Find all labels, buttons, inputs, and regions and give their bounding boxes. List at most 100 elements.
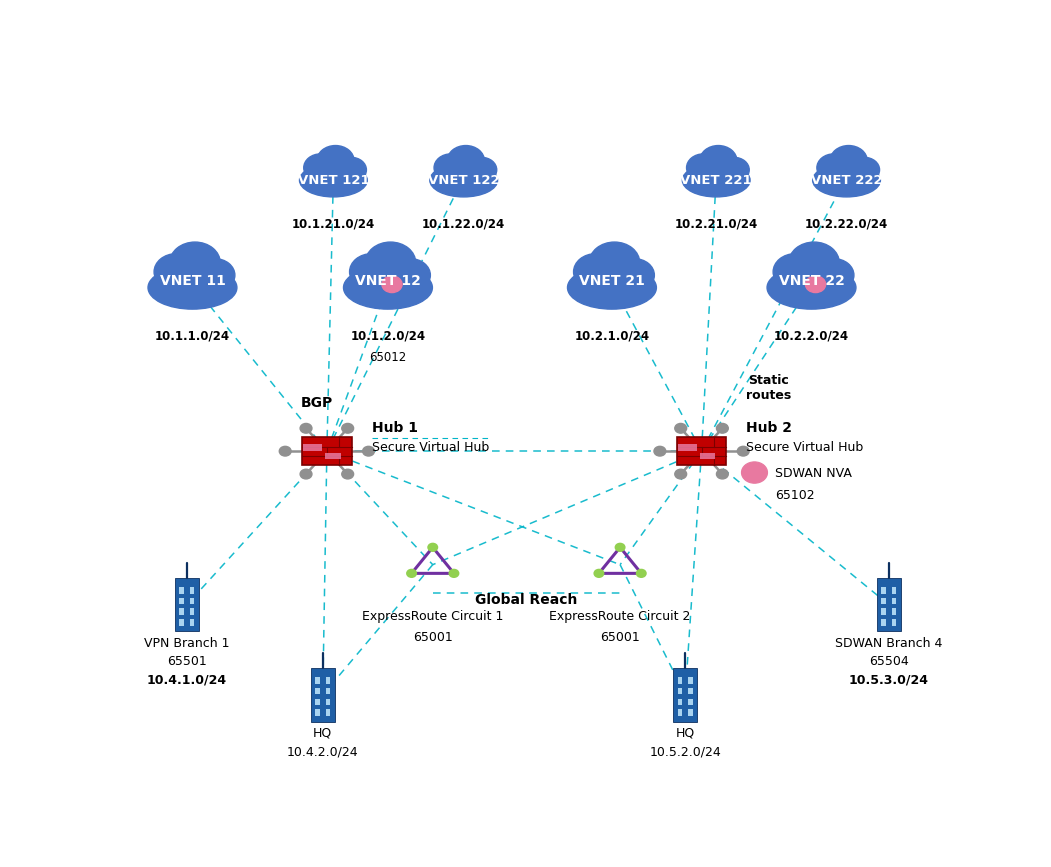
Text: 10.1.21.0/24: 10.1.21.0/24	[292, 218, 375, 231]
Text: 65102: 65102	[775, 489, 815, 502]
Bar	[315, 709, 320, 715]
Circle shape	[805, 276, 826, 292]
Bar	[688, 699, 693, 705]
Bar	[326, 688, 330, 694]
Circle shape	[280, 447, 291, 456]
Bar	[179, 587, 184, 594]
Circle shape	[686, 153, 720, 182]
Bar	[678, 688, 682, 694]
Text: HQ: HQ	[676, 727, 695, 740]
Circle shape	[717, 423, 728, 434]
Circle shape	[336, 157, 367, 182]
Text: 65001: 65001	[600, 631, 640, 644]
Text: 10.5.3.0/24: 10.5.3.0/24	[849, 674, 929, 687]
Circle shape	[590, 242, 640, 284]
Text: Secure Virtual Hub: Secure Virtual Hub	[372, 440, 489, 453]
Bar	[882, 619, 886, 626]
FancyBboxPatch shape	[677, 438, 726, 465]
Circle shape	[350, 254, 394, 290]
Text: Global Reach: Global Reach	[475, 593, 578, 607]
Bar	[326, 699, 330, 705]
Text: ExpressRoute Circuit 1: ExpressRoute Circuit 1	[362, 610, 503, 623]
Text: VNET 221: VNET 221	[680, 174, 753, 187]
Bar	[688, 688, 693, 694]
FancyBboxPatch shape	[325, 453, 341, 460]
Text: VNET 222: VNET 222	[810, 174, 883, 187]
Circle shape	[700, 146, 737, 176]
Bar	[892, 609, 897, 615]
Text: 10.1.1.0/24: 10.1.1.0/24	[154, 329, 230, 342]
Circle shape	[813, 258, 853, 291]
Bar	[892, 597, 897, 604]
Bar	[882, 609, 886, 615]
Circle shape	[467, 157, 497, 182]
Bar	[678, 709, 682, 715]
Text: 10.2.2.0/24: 10.2.2.0/24	[774, 329, 849, 342]
Circle shape	[774, 254, 818, 290]
Text: 10.2.21.0/24: 10.2.21.0/24	[675, 218, 758, 231]
Circle shape	[366, 242, 416, 284]
Bar	[190, 597, 194, 604]
FancyBboxPatch shape	[174, 578, 199, 631]
Bar	[688, 677, 693, 684]
Circle shape	[316, 146, 354, 176]
Ellipse shape	[148, 266, 236, 310]
Text: 65501: 65501	[167, 655, 207, 668]
Circle shape	[616, 544, 624, 551]
Circle shape	[154, 254, 199, 290]
Text: 65012: 65012	[369, 351, 407, 364]
Text: ExpressRoute Circuit 2: ExpressRoute Circuit 2	[550, 610, 691, 623]
Text: HQ: HQ	[313, 727, 332, 740]
Text: VNET 11: VNET 11	[160, 274, 225, 288]
Bar	[882, 597, 886, 604]
Ellipse shape	[767, 266, 856, 310]
Text: 10.1.2.0/24: 10.1.2.0/24	[350, 329, 426, 342]
Circle shape	[342, 469, 353, 479]
Bar	[315, 688, 320, 694]
FancyBboxPatch shape	[304, 445, 323, 452]
Circle shape	[301, 469, 312, 479]
FancyBboxPatch shape	[302, 438, 352, 465]
Circle shape	[675, 423, 686, 434]
Bar	[190, 619, 194, 626]
FancyBboxPatch shape	[673, 668, 698, 721]
Bar	[892, 619, 897, 626]
Bar	[678, 677, 682, 684]
Text: VPN Branch 1: VPN Branch 1	[144, 636, 229, 649]
Circle shape	[447, 146, 485, 176]
Text: Secure Virtual Hub: Secure Virtual Hub	[746, 440, 864, 453]
Text: 10.2.1.0/24: 10.2.1.0/24	[575, 329, 650, 342]
Ellipse shape	[568, 266, 657, 310]
Circle shape	[741, 462, 767, 483]
Circle shape	[301, 423, 312, 434]
Bar	[190, 609, 194, 615]
Bar	[315, 699, 320, 705]
Bar	[190, 587, 194, 594]
Circle shape	[738, 447, 749, 456]
Text: Hub 1: Hub 1	[372, 421, 417, 435]
Bar	[678, 699, 682, 705]
Text: VNET 22: VNET 22	[779, 274, 844, 288]
Text: VNET 122: VNET 122	[428, 174, 499, 187]
Circle shape	[363, 447, 374, 456]
Circle shape	[789, 242, 840, 284]
Circle shape	[170, 242, 221, 284]
Circle shape	[717, 469, 728, 479]
FancyBboxPatch shape	[678, 445, 697, 452]
Text: SDWAN Branch 4: SDWAN Branch 4	[836, 636, 943, 649]
Circle shape	[654, 447, 665, 456]
FancyBboxPatch shape	[700, 453, 716, 460]
Circle shape	[304, 153, 337, 182]
Ellipse shape	[344, 266, 432, 310]
Circle shape	[849, 157, 880, 182]
Text: 65504: 65504	[869, 655, 909, 668]
FancyBboxPatch shape	[877, 578, 901, 631]
Bar	[326, 677, 330, 684]
Circle shape	[817, 153, 850, 182]
Circle shape	[449, 570, 458, 577]
Text: 65001: 65001	[413, 631, 453, 644]
Bar	[892, 587, 897, 594]
Text: 10.4.2.0/24: 10.4.2.0/24	[287, 746, 358, 759]
Text: 10.5.2.0/24: 10.5.2.0/24	[650, 746, 721, 759]
Circle shape	[194, 258, 234, 291]
